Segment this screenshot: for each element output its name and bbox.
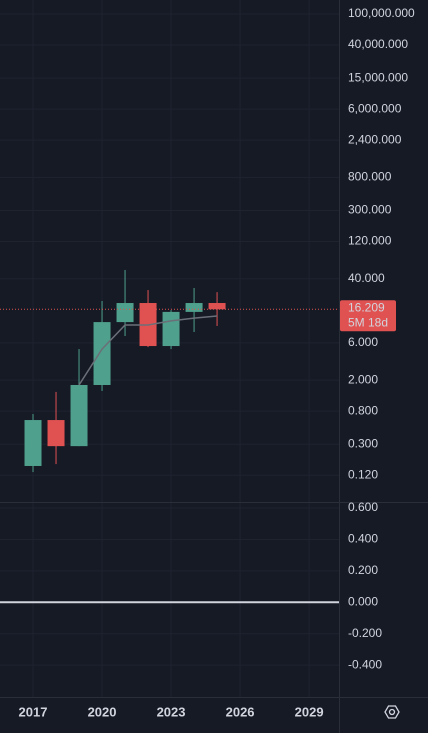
overlay-line	[78, 315, 218, 386]
plot	[0, 269, 339, 604]
candle-body	[208, 303, 226, 310]
y-tick-label: 0.600	[348, 500, 378, 514]
y-tick-label: 0.120	[348, 467, 378, 481]
candle-body	[47, 420, 65, 447]
candle-body	[116, 303, 134, 323]
y-tick-label: 120.000	[348, 234, 392, 248]
y-tick-label: 6.000	[348, 335, 378, 349]
countdown-label: 5M 18d	[348, 315, 388, 329]
candle-body	[162, 311, 180, 347]
y-tick-label: 0.800	[348, 403, 378, 417]
y-tick-label: 6,000.000	[348, 101, 402, 115]
x-tick-label: 2023	[157, 704, 186, 719]
settings-icon[interactable]	[384, 705, 400, 719]
candle-body	[185, 303, 203, 312]
y-tick-label: 300.000	[348, 203, 392, 217]
y-tick-label: 15,000.000	[348, 70, 408, 84]
y-tick-label: 100,000.000	[348, 6, 415, 20]
y-tick-label: -0.200	[348, 626, 382, 640]
candle-body	[93, 322, 111, 385]
labels: 2017 2020 2023 2026 2029 100,000.000 40,000.00…	[19, 6, 416, 719]
y-tick-label: 2,400.000	[348, 132, 402, 146]
last-price-label: 16.209	[348, 300, 385, 314]
y-tick-label: 0.400	[348, 532, 378, 546]
y-tick-label: 0.000	[348, 594, 378, 608]
y-tick-label: 0.200	[348, 563, 378, 577]
x-tick-label: 2026	[226, 704, 255, 719]
y-tick-label: 2.000	[348, 372, 378, 386]
grid	[0, 0, 339, 697]
x-tick-label: 2029	[295, 704, 324, 719]
x-tick-label: 2020	[88, 704, 117, 719]
candle-body	[70, 384, 88, 447]
candle-body	[24, 420, 42, 466]
last-price-box	[340, 300, 396, 332]
y-tick-label: 800.000	[348, 170, 392, 184]
y-tick-label: -0.400	[348, 657, 382, 671]
y-tick-label: 0.300	[348, 436, 378, 450]
y-tick-label: 40,000.000	[348, 37, 408, 51]
y-tick-label: 40.000	[348, 271, 385, 285]
x-tick-label: 2017	[19, 704, 48, 719]
